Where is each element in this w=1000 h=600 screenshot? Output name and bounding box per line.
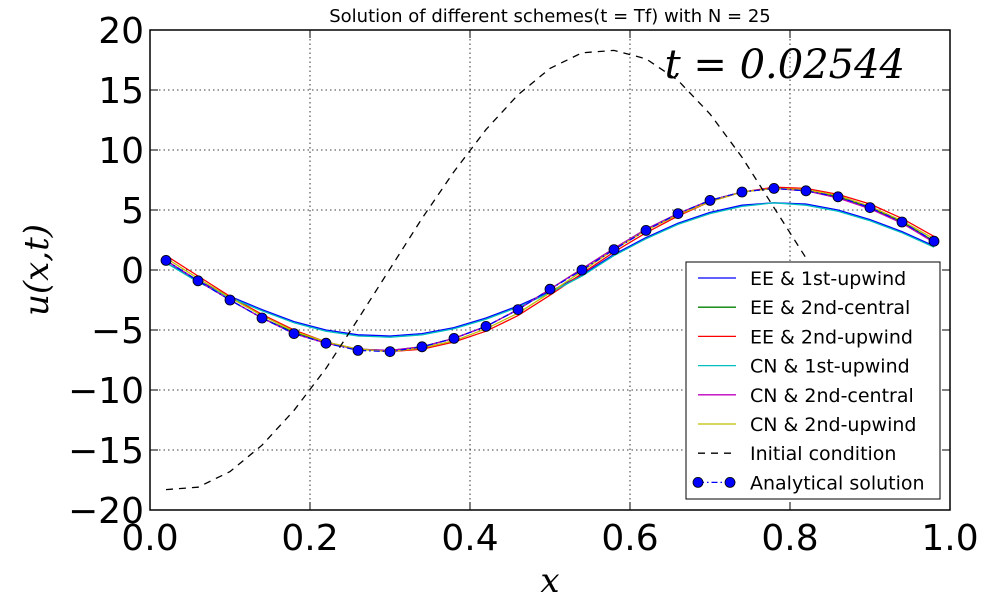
data-point-analytical-solution [640,224,652,236]
data-point-analytical-solution [384,346,396,358]
data-point-analytical-solution [224,294,236,306]
data-point-analytical-solution [512,304,524,316]
data-point-analytical-solution [928,235,940,247]
data-point-analytical-solution [352,344,364,356]
legend-label-ee-2nd-upwind: EE & 2nd-upwind [750,326,913,348]
legend-label-ee-2nd-central: EE & 2nd-central [750,297,910,319]
y-tick-label: 5 [121,191,144,232]
time-annotation: t = 0.02544 [665,42,905,88]
data-point-analytical-solution [448,332,460,344]
data-point-analytical-solution [544,283,556,295]
y-tick-label: 15 [98,71,144,112]
data-point-analytical-solution [320,337,332,349]
legend-label-cn-2nd-central: CN & 2nd-central [750,385,914,407]
data-point-analytical-solution [480,320,492,332]
x-axis-label: x [540,561,559,600]
series-layer [160,49,940,491]
data-point-analytical-solution [576,264,588,276]
legend-label-initial-condition: Initial condition [750,443,896,465]
data-point-analytical-solution [832,191,844,203]
data-point-analytical-solution [768,182,780,194]
legend-label-cn-2nd-upwind: CN & 2nd-upwind [750,414,916,436]
x-tick-label: 0.2 [281,518,338,559]
data-point-analytical-solution [288,328,300,340]
x-tick-label: 0.8 [761,518,818,559]
chart-title: Solution of different schemes(t = Tf) wi… [329,6,771,27]
data-point-analytical-solution [192,275,204,287]
data-point-analytical-solution [256,312,268,324]
x-tick-label: 0.4 [441,518,498,559]
x-tick-label: 0.0 [121,518,178,559]
data-point-analytical-solution [800,185,812,197]
x-tick-label: 1.0 [921,518,978,559]
y-tick-label: 20 [98,11,144,52]
data-point-analytical-solution [864,202,876,214]
legend-marker-analytical-solution [724,476,736,488]
series-line-initial-condition [165,49,935,491]
legend-label-analytical-solution: Analytical solution [750,472,925,494]
legend-marker-analytical-solution [692,476,704,488]
data-point-analytical-solution [416,341,428,353]
y-tick-label: 10 [98,131,144,172]
legend: EE & 1st-upwind EE & 2nd-central EE & 2nd-… [685,261,941,500]
y-tick-label: −5 [91,311,144,352]
y-tick-label: −20 [68,491,144,532]
y-tick-label: −10 [68,371,144,412]
ticks: 0.0 0.2 0.4 0.6 0.8 1.0 −20 −15 −10 −5 0 5 10 15 20 [68,11,979,559]
data-point-analytical-solution [608,244,620,256]
legend-label-cn-1st-upwind: CN & 1st-upwind [750,356,910,378]
y-axis-label: u(x,t) [17,224,57,316]
data-point-analytical-solution [736,186,748,198]
legend-box [685,261,941,500]
data-point-analytical-solution [704,194,716,206]
data-point-analytical-solution [896,216,908,228]
legend-label-ee-1st-upwind: EE & 1st-upwind [750,268,906,290]
data-point-analytical-solution [160,254,172,266]
data-point-analytical-solution [672,208,684,220]
y-tick-label: 0 [121,251,144,292]
x-tick-label: 0.6 [601,518,658,559]
y-tick-label: −15 [68,431,144,472]
